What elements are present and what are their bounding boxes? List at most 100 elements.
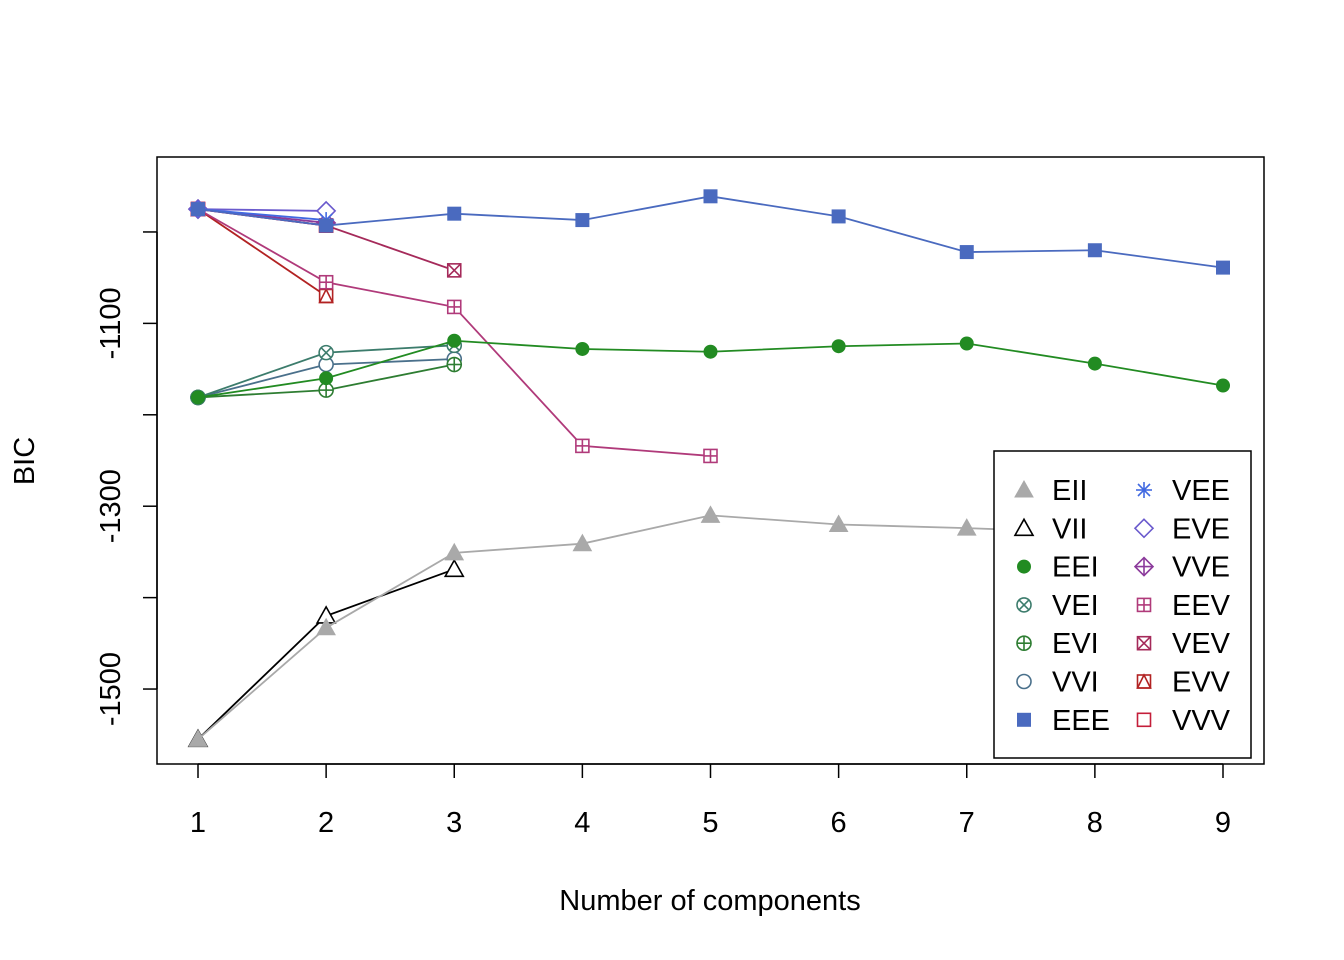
legend-marker-vvv bbox=[1136, 712, 1152, 728]
legend-marker-eev bbox=[1136, 597, 1152, 613]
point-eei-6 bbox=[831, 339, 846, 354]
series-eee bbox=[191, 189, 1230, 275]
point-eee-8 bbox=[1087, 243, 1102, 258]
legend-label-eei: EEI bbox=[1052, 552, 1099, 584]
legend-label-vii: VII bbox=[1052, 513, 1087, 545]
point-eii-3 bbox=[444, 542, 465, 561]
legend-item-vei: VEI bbox=[1016, 590, 1099, 622]
point-vii-3 bbox=[443, 558, 465, 578]
x-tick-label: 2 bbox=[318, 807, 334, 839]
point-eei-5 bbox=[703, 344, 718, 359]
point-evv-2 bbox=[318, 287, 334, 304]
legend-item-eei: EEI bbox=[1017, 552, 1099, 584]
y-axis: -1100 -1300 -1500 bbox=[95, 231, 158, 726]
legend-marker-vei bbox=[1016, 597, 1032, 613]
legend-item-vee: VEE bbox=[1136, 475, 1230, 507]
legend-label-vvv: VVV bbox=[1172, 705, 1231, 737]
legend-label-vve: VVE bbox=[1172, 552, 1230, 584]
legend-box bbox=[993, 450, 1252, 759]
x-tick-label: 1 bbox=[190, 807, 206, 839]
legend-item-vvv: VVV bbox=[1136, 705, 1231, 737]
legend-label-vei: VEI bbox=[1052, 590, 1099, 622]
legend-label-vev: VEV bbox=[1172, 628, 1231, 660]
legend-item-eve: EVE bbox=[1133, 513, 1230, 545]
legend-label-evv: EVV bbox=[1172, 667, 1231, 699]
point-eev-5 bbox=[703, 448, 718, 464]
point-eee-2 bbox=[319, 218, 334, 233]
legend-marker-eei bbox=[1017, 559, 1031, 574]
point-eee-4 bbox=[575, 213, 590, 228]
series-line-evv bbox=[197, 208, 327, 297]
point-eii-5 bbox=[700, 505, 721, 523]
legend-item-eev: EEV bbox=[1136, 590, 1231, 622]
point-eev-3 bbox=[446, 299, 462, 315]
legend-item-vvi: VVI bbox=[1016, 667, 1099, 699]
legend-item-vii: VII bbox=[1013, 513, 1087, 545]
point-eei-4 bbox=[575, 341, 590, 356]
legend-marker-vve bbox=[1133, 556, 1155, 577]
legend-label-eve: EVE bbox=[1172, 513, 1230, 545]
point-eee-6 bbox=[831, 209, 846, 224]
x-tick-label: 8 bbox=[1087, 807, 1103, 839]
legend-item-evi: EVI bbox=[1016, 628, 1099, 660]
x-tick-label: 9 bbox=[1215, 807, 1231, 839]
x-tick-label: 3 bbox=[446, 807, 462, 839]
legend-item-vev: VEV bbox=[1136, 628, 1231, 660]
point-eii-7 bbox=[956, 518, 977, 536]
point-eei-7 bbox=[959, 336, 974, 351]
point-eee-9 bbox=[1216, 260, 1230, 275]
series-layer bbox=[187, 189, 1233, 748]
legend-marker-evv bbox=[1136, 673, 1152, 689]
legend-item-eii: EII bbox=[1014, 475, 1087, 507]
point-eii-4 bbox=[572, 533, 593, 552]
point-eei-3 bbox=[447, 333, 462, 348]
legend-label-eev: EEV bbox=[1172, 590, 1231, 622]
legend-item-eee: EEE bbox=[1017, 705, 1110, 737]
point-eee-3 bbox=[447, 206, 462, 221]
legend-label-eee: EEE bbox=[1052, 705, 1110, 737]
legend: EII VII EEI VEI EVI VVI EEE VEE EVE VVE EEV VEV EVV V… bbox=[993, 450, 1252, 759]
point-eei-8 bbox=[1087, 356, 1102, 371]
legend-item-evv: EVV bbox=[1136, 667, 1231, 699]
point-vei-2 bbox=[318, 344, 334, 361]
series-line-eve bbox=[197, 208, 327, 212]
x-tick-label: 4 bbox=[574, 807, 590, 839]
legend-marker-eve bbox=[1133, 518, 1155, 539]
legend-marker-vii bbox=[1013, 517, 1035, 537]
y-tick-label: -1100 bbox=[95, 287, 127, 359]
point-eii-1 bbox=[188, 729, 208, 747]
legend-marker-vev bbox=[1136, 635, 1152, 651]
series-line-vee bbox=[197, 208, 327, 221]
legend-label-eii: EII bbox=[1052, 475, 1087, 507]
point-eii-6 bbox=[828, 514, 849, 532]
legend-label-vvi: VVI bbox=[1052, 667, 1099, 699]
point-eee-7 bbox=[959, 245, 974, 260]
y-tick-label: -1500 bbox=[95, 652, 127, 726]
legend-label-evi: EVI bbox=[1052, 628, 1099, 660]
point-eei-9 bbox=[1216, 378, 1230, 393]
legend-label-vee: VEE bbox=[1172, 475, 1230, 507]
legend-marker-vvi bbox=[1016, 673, 1032, 690]
legend-marker-vee bbox=[1136, 482, 1152, 498]
point-eee-5 bbox=[703, 189, 718, 204]
legend-marker-eee bbox=[1017, 712, 1031, 727]
x-axis-label: Number of components bbox=[559, 885, 860, 917]
legend-item-vve: VVE bbox=[1133, 552, 1230, 584]
point-eei-1 bbox=[191, 390, 205, 405]
point-eii-2 bbox=[316, 617, 336, 636]
point-eev-2 bbox=[318, 274, 334, 290]
x-tick-label: 6 bbox=[831, 807, 847, 839]
point-eei-2 bbox=[319, 371, 334, 386]
point-eee-1 bbox=[191, 202, 205, 217]
point-vev-3 bbox=[446, 263, 462, 278]
series-eei bbox=[191, 333, 1230, 405]
x-tick-label: 5 bbox=[702, 807, 718, 839]
x-tick-label: 7 bbox=[959, 807, 975, 839]
y-axis-label: BIC bbox=[9, 437, 41, 485]
point-eev-4 bbox=[575, 438, 590, 454]
x-axis: 1 2 3 4 5 6 7 8 9 bbox=[190, 763, 1231, 839]
y-tick-label: -1300 bbox=[95, 469, 127, 543]
legend-marker-eii bbox=[1014, 479, 1034, 498]
legend-marker-evi bbox=[1016, 635, 1032, 652]
